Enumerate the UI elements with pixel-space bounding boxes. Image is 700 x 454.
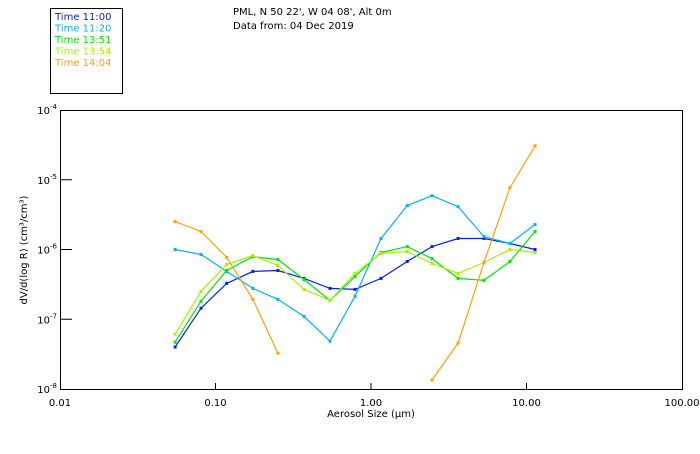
data-point <box>328 339 332 343</box>
data-point <box>482 236 486 240</box>
data-point <box>328 286 332 290</box>
data-point <box>456 341 460 345</box>
chart-title-line-2: Data from: 04 Dec 2019 <box>233 21 354 32</box>
data-point <box>482 278 486 282</box>
data-point <box>430 257 434 261</box>
data-point <box>276 297 280 301</box>
y-tick-label: 10-8 <box>37 382 57 396</box>
data-point <box>508 248 512 251</box>
data-point <box>173 340 177 344</box>
data-point <box>276 263 280 267</box>
data-point <box>302 277 306 281</box>
x-tick-label: 100.00 <box>665 398 700 409</box>
data-point <box>482 261 486 265</box>
x-axis-label: Aerosol Size (µm) <box>327 409 415 420</box>
data-point <box>379 236 383 240</box>
data-point <box>353 287 357 291</box>
data-point <box>456 205 460 209</box>
chart-title-line-1: PML, N 50 22', W 04 08', Alt 0m <box>233 7 392 18</box>
data-point <box>379 276 383 280</box>
data-point <box>225 255 229 259</box>
data-point <box>405 250 409 254</box>
y-tick-label: 10-5 <box>37 173 57 187</box>
data-point <box>533 248 537 251</box>
data-point <box>199 289 203 293</box>
data-point <box>430 245 434 249</box>
data-point <box>482 235 486 239</box>
data-point <box>199 306 203 310</box>
series-group <box>173 144 537 382</box>
y-axis-label: dV/d(log R) (cm³/cm³) <box>19 195 30 304</box>
data-point <box>508 259 512 263</box>
data-point <box>533 250 537 254</box>
plot-area <box>60 110 683 390</box>
series-line <box>174 195 536 343</box>
legend-entry: Time 11:00 <box>54 12 111 23</box>
data-point <box>405 259 409 263</box>
legend-entry: Time 14:04 <box>54 58 111 69</box>
data-point <box>225 262 229 266</box>
series-time-13-51 <box>173 230 537 344</box>
data-point <box>173 345 177 349</box>
data-point <box>430 194 434 198</box>
data-point <box>225 268 229 272</box>
data-point <box>251 297 255 301</box>
data-point <box>508 186 512 190</box>
legend-entry: Time 11:20 <box>54 24 111 35</box>
legend-box <box>50 8 123 94</box>
data-point <box>456 276 460 280</box>
y-axis: 10-4 10-5 10-6 10-7 10-8 <box>37 103 72 396</box>
data-point <box>173 332 177 336</box>
data-point <box>379 251 383 255</box>
data-point <box>302 314 306 318</box>
x-axis: 0.01 0.10 1.00 10.00 100.00 <box>49 383 700 409</box>
data-point <box>225 281 229 285</box>
data-point <box>199 230 203 234</box>
data-point <box>353 274 357 278</box>
x-tick-label: 0.01 <box>49 398 71 409</box>
data-point <box>405 204 409 208</box>
series-time-14-04 <box>173 144 537 382</box>
data-point <box>430 261 434 265</box>
series-line <box>174 221 279 354</box>
data-point <box>251 254 255 258</box>
series-line <box>174 231 536 343</box>
data-point <box>173 248 177 251</box>
data-point <box>456 236 460 240</box>
data-point <box>405 245 409 249</box>
data-point <box>251 286 255 290</box>
data-point <box>276 268 280 272</box>
data-point <box>533 230 537 234</box>
data-point <box>276 351 280 355</box>
data-point <box>533 223 537 227</box>
y-tick-label: 10-6 <box>37 243 57 257</box>
series-time-11-00 <box>173 236 537 349</box>
x-tick-label: 1.00 <box>360 398 382 409</box>
legend-entry: Time 13:54 <box>54 47 111 58</box>
data-point <box>199 299 203 303</box>
data-point <box>199 252 203 256</box>
data-point <box>251 269 255 273</box>
data-point <box>328 298 332 302</box>
y-tick-label: 10-7 <box>37 312 57 326</box>
data-point <box>173 220 177 224</box>
series-line <box>174 237 536 348</box>
data-point <box>508 241 512 245</box>
series-time-13-54 <box>173 248 537 336</box>
y-tick-label: 10-4 <box>37 103 57 117</box>
data-point <box>302 287 306 291</box>
data-point <box>430 378 434 382</box>
data-point <box>353 271 357 275</box>
x-tick-label: 10.00 <box>512 398 541 409</box>
x-tick-label: 0.10 <box>204 398 226 409</box>
legend-entry: Time 13:51 <box>54 35 111 46</box>
data-point <box>533 144 537 148</box>
data-point <box>456 271 460 275</box>
data-point <box>276 257 280 261</box>
data-point <box>353 294 357 298</box>
